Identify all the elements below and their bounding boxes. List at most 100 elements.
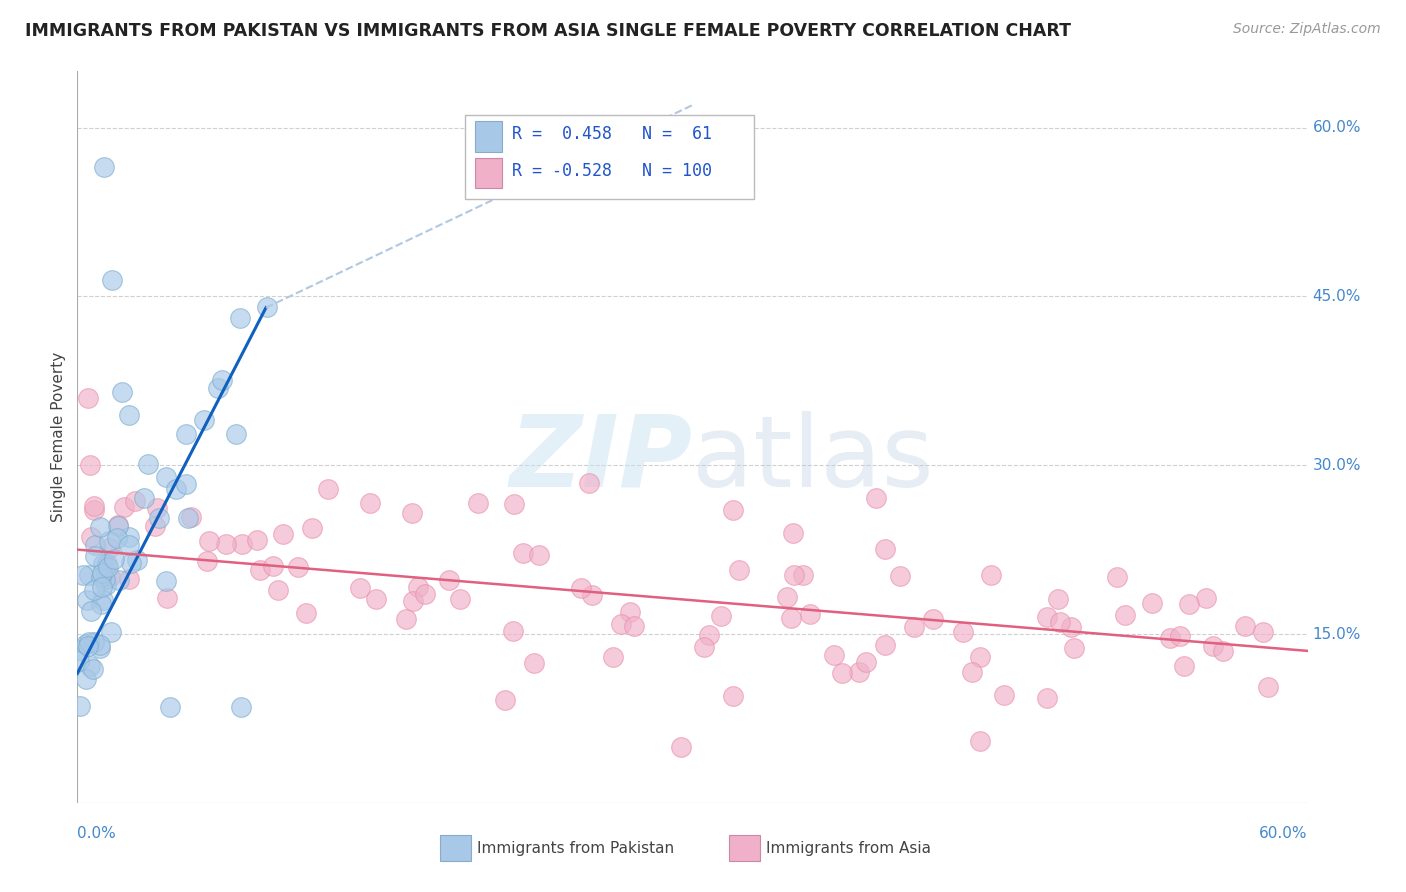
FancyBboxPatch shape bbox=[475, 121, 502, 152]
Point bbox=[211, 373, 233, 387]
Point bbox=[449, 592, 471, 607]
Point bbox=[799, 607, 821, 622]
Point bbox=[225, 427, 247, 442]
Text: Source: ZipAtlas.com: Source: ZipAtlas.com bbox=[1233, 22, 1381, 37]
Point bbox=[1195, 591, 1218, 605]
Point bbox=[100, 625, 122, 640]
Point bbox=[112, 500, 135, 514]
Y-axis label: Single Female Poverty: Single Female Poverty bbox=[51, 352, 66, 522]
Point bbox=[776, 590, 799, 604]
Point bbox=[1105, 569, 1128, 583]
Point bbox=[96, 558, 118, 572]
Point bbox=[889, 569, 911, 583]
Text: R =  0.458   N =  61: R = 0.458 N = 61 bbox=[512, 125, 711, 144]
Point bbox=[82, 662, 104, 676]
Point bbox=[578, 476, 600, 491]
Point bbox=[1251, 624, 1274, 639]
Point bbox=[295, 606, 318, 620]
Point bbox=[77, 635, 100, 649]
Point bbox=[146, 501, 169, 516]
Point bbox=[229, 311, 252, 326]
Point bbox=[67, 655, 90, 669]
Point bbox=[83, 500, 105, 514]
Point bbox=[512, 546, 534, 560]
Point bbox=[494, 693, 516, 707]
Point bbox=[107, 517, 129, 532]
Point bbox=[395, 612, 418, 626]
Point bbox=[134, 491, 156, 506]
Point bbox=[156, 591, 179, 606]
Point bbox=[1159, 631, 1181, 645]
Point bbox=[69, 643, 91, 657]
Text: Immigrants from Pakistan: Immigrants from Pakistan bbox=[477, 840, 675, 855]
Point bbox=[214, 537, 236, 551]
Point bbox=[76, 639, 98, 653]
Text: R = -0.528   N = 100: R = -0.528 N = 100 bbox=[512, 161, 711, 180]
Text: atlas: atlas bbox=[693, 410, 934, 508]
Point bbox=[75, 673, 97, 687]
Point bbox=[1046, 592, 1069, 607]
Point bbox=[83, 635, 105, 649]
Point bbox=[127, 553, 149, 567]
FancyBboxPatch shape bbox=[440, 835, 471, 862]
Point bbox=[89, 641, 111, 656]
Point bbox=[90, 580, 114, 594]
Point bbox=[117, 538, 139, 552]
Point bbox=[124, 494, 146, 508]
Point bbox=[287, 560, 309, 574]
Point bbox=[848, 665, 870, 679]
Point bbox=[193, 413, 215, 427]
Point bbox=[155, 574, 177, 589]
Text: 45.0%: 45.0% bbox=[1313, 289, 1361, 304]
Point bbox=[792, 567, 814, 582]
Point bbox=[93, 160, 115, 174]
Point bbox=[249, 563, 271, 577]
Point bbox=[84, 538, 107, 552]
Point bbox=[527, 548, 550, 562]
Point bbox=[697, 628, 720, 642]
Point bbox=[952, 625, 974, 640]
Text: 30.0%: 30.0% bbox=[1313, 458, 1361, 473]
Point bbox=[783, 567, 806, 582]
Point bbox=[502, 497, 524, 511]
Point bbox=[1257, 680, 1279, 694]
Point bbox=[823, 648, 845, 662]
Point bbox=[1036, 691, 1059, 706]
Point bbox=[782, 526, 804, 541]
Point bbox=[401, 506, 423, 520]
Point bbox=[523, 656, 546, 670]
Point bbox=[90, 569, 112, 583]
Point bbox=[903, 620, 925, 634]
Point bbox=[619, 605, 641, 619]
Point bbox=[180, 509, 202, 524]
Point bbox=[108, 574, 131, 588]
Point bbox=[349, 581, 371, 595]
Point bbox=[267, 582, 290, 597]
Point bbox=[671, 739, 693, 754]
Point bbox=[195, 554, 218, 568]
Point bbox=[780, 611, 803, 625]
Point bbox=[993, 689, 1015, 703]
Point bbox=[177, 511, 200, 525]
Text: 60.0%: 60.0% bbox=[1313, 120, 1361, 135]
Point bbox=[198, 533, 221, 548]
Point bbox=[136, 457, 159, 471]
Point bbox=[75, 637, 97, 651]
Point bbox=[83, 549, 105, 563]
Point bbox=[117, 408, 139, 422]
Point bbox=[91, 566, 114, 580]
Point bbox=[502, 624, 524, 638]
Point bbox=[79, 658, 101, 673]
Point bbox=[1036, 610, 1059, 624]
Point bbox=[969, 650, 991, 665]
Point bbox=[723, 503, 745, 517]
Point bbox=[89, 520, 111, 534]
Point bbox=[623, 618, 645, 632]
Point bbox=[83, 583, 105, 598]
Point bbox=[569, 582, 592, 596]
Point bbox=[89, 638, 111, 652]
Point bbox=[723, 689, 745, 703]
Point bbox=[174, 426, 197, 441]
Point bbox=[72, 567, 94, 582]
Point bbox=[855, 655, 877, 669]
